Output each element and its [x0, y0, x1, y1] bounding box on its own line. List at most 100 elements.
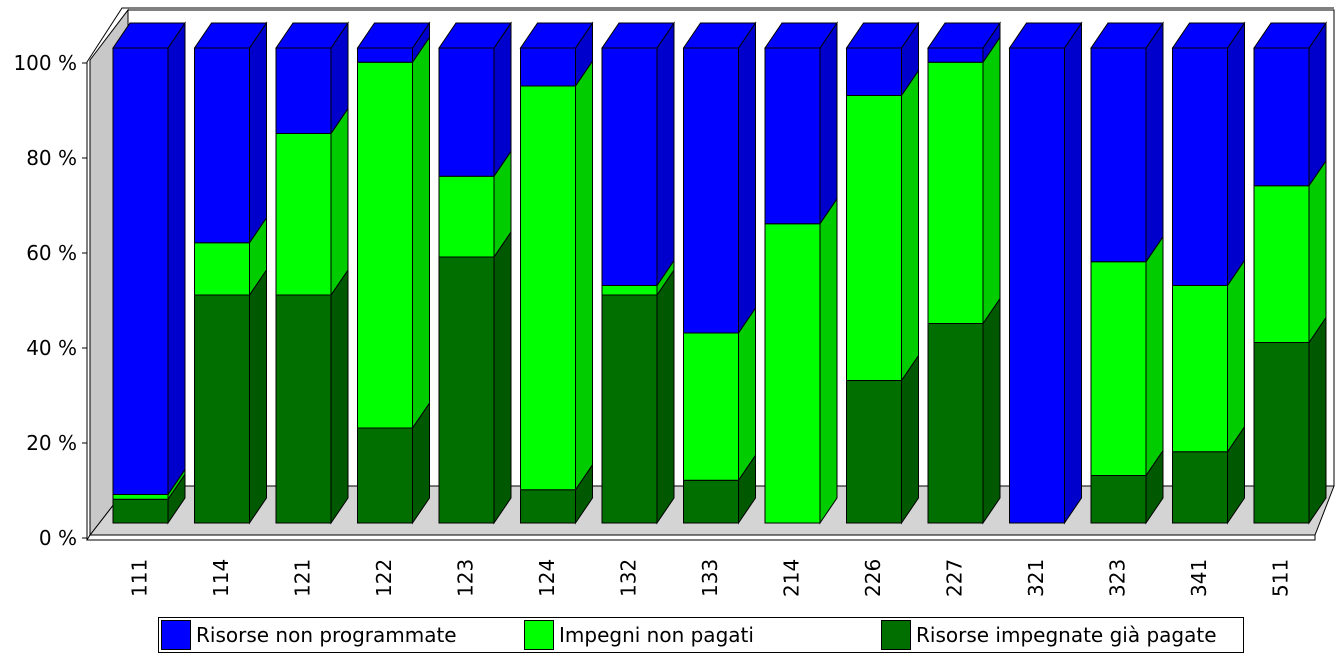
- bar-stack-511: [1253, 21, 1327, 525]
- legend-item-risorse-impegnate-gia-pagate: Risorse impegnate già pagate: [881, 620, 1217, 650]
- bar-segment-risorse-non-programmate: [683, 47, 739, 334]
- x-tick-label: 121: [291, 559, 315, 597]
- legend-label-impegni-non-pagati: Impegni non pagati: [559, 623, 754, 647]
- bar-segment-impegni-non-pagati: [438, 175, 495, 258]
- bar-top-risorse-non-programmate: [1253, 22, 1327, 49]
- bar-side-impegni-non-pagati: [330, 106, 349, 297]
- bar-side-risorse-non-programmate: [249, 21, 267, 245]
- x-tick-label: 122: [372, 559, 396, 597]
- bar-segment-risorse-non-programmate: [112, 47, 169, 495]
- bar-segment-impegni-non-pagati: [1172, 285, 1228, 453]
- bar-layer: [112, 21, 1327, 525]
- y-tick-label: 20 %: [26, 431, 77, 455]
- bar-segment-risorse-impegnate-gi-pagate: [927, 323, 984, 524]
- bar-stack-122: [356, 21, 431, 525]
- bar-segment-risorse-non-programmate: [438, 47, 495, 177]
- bar-stack-227: [927, 21, 1001, 525]
- bar-side-risorse-non-programmate: [1064, 21, 1082, 525]
- bar-top-risorse-non-programmate: [275, 22, 349, 49]
- bar-segment-risorse-non-programmate: [764, 47, 821, 225]
- y-axis-ticks: 0 % 20 % 40 % 60 % 80 % 100 %: [13, 51, 87, 550]
- bar-segment-risorse-impegnate-gi-pagate: [112, 498, 169, 524]
- bar-segment-risorse-impegnate-gi-pagate: [1253, 342, 1310, 524]
- bar-segment-impegni-non-pagati: [1090, 261, 1147, 476]
- legend-item-impegni-non-pagati: Impegni non pagati: [524, 620, 754, 650]
- bar-top-risorse-non-programmate: [1171, 22, 1246, 49]
- x-tick-label: 341: [1187, 559, 1211, 597]
- bar-stack-321: [1008, 21, 1083, 525]
- y-tick-label: 40 %: [26, 336, 77, 360]
- bar-side-risorse-non-programmate: [1227, 21, 1245, 288]
- bar-side-impegni-non-pagati: [575, 59, 593, 492]
- bar-side-risorse-impegnate-gi-pagate: [982, 296, 1001, 525]
- bar-segment-risorse-impegnate-gi-pagate: [520, 489, 576, 524]
- bar-segment-risorse-impegnate-gi-pagate: [438, 256, 495, 524]
- x-tick-label: 323: [1106, 559, 1130, 597]
- bar-segment-impegni-non-pagati: [683, 332, 739, 481]
- bar-side-impegni-non-pagati: [982, 35, 1001, 326]
- bar-stack-121: [275, 21, 349, 525]
- bar-segment-risorse-impegnate-gi-pagate: [275, 294, 332, 524]
- legend-swatch-impegni-non-pagati: [524, 620, 554, 650]
- bar-segment-impegni-non-pagati: [764, 223, 821, 524]
- x-tick-label: 511: [1269, 559, 1293, 597]
- bar-top-risorse-non-programmate: [519, 22, 594, 49]
- y-tick-label: 60 %: [26, 241, 77, 265]
- y-tick-label: 80 %: [26, 146, 77, 170]
- bar-side-impegni-non-pagati: [901, 68, 919, 383]
- bar-segment-risorse-non-programmate: [601, 47, 658, 286]
- bar-segment-impegni-non-pagati: [1253, 185, 1310, 343]
- bar-top-risorse-non-programmate: [356, 22, 431, 49]
- bar-top-risorse-non-programmate: [112, 22, 186, 49]
- chart-outer-frame: [86, 7, 1334, 540]
- bar-side-risorse-impegnate-gi-pagate: [656, 268, 675, 525]
- bar-top-risorse-non-programmate: [1090, 22, 1164, 49]
- bar-segment-risorse-impegnate-gi-pagate: [846, 380, 902, 524]
- bar-top-risorse-non-programmate: [927, 22, 1001, 49]
- stacked-percent-bar-chart: 0 % 20 % 40 % 60 % 80 % 100 % 111 114 121 122 123…: [13, 7, 1335, 597]
- bar-segment-impegni-non-pagati: [275, 133, 332, 296]
- y-tick-label: 0 %: [39, 526, 77, 550]
- bar-top-risorse-non-programmate: [764, 22, 838, 49]
- x-tick-label: 123: [454, 559, 478, 597]
- bar-segment-impegni-non-pagati: [520, 85, 576, 491]
- bar-segment-risorse-non-programmate: [1253, 47, 1310, 187]
- y-tick-label: 100 %: [13, 51, 77, 75]
- bar-stack-214: [764, 21, 838, 525]
- bar-segment-risorse-non-programmate: [1090, 47, 1147, 263]
- x-tick-label: 124: [535, 559, 559, 597]
- bar-segment-risorse-non-programmate: [846, 47, 902, 96]
- bar-segment-risorse-impegnate-gi-pagate: [194, 294, 250, 524]
- legend-swatch-risorse-non-programmate: [161, 620, 191, 650]
- x-tick-label: 132: [617, 559, 641, 597]
- bar-side-impegni-non-pagati: [1145, 235, 1164, 478]
- bar-stack-132: [601, 21, 675, 525]
- bar-top-risorse-non-programmate: [601, 22, 675, 49]
- x-tick-label: 111: [128, 559, 152, 597]
- bar-stack-133: [682, 21, 757, 525]
- bar-side-risorse-non-programmate: [167, 21, 186, 497]
- bar-stack-123: [438, 21, 512, 525]
- chart-legend: Risorse non programmate Impegni non paga…: [158, 617, 1244, 653]
- bar-side-risorse-non-programmate: [819, 21, 838, 226]
- x-tick-label: 227: [943, 559, 967, 597]
- bar-side-risorse-impegnate-gi-pagate: [493, 230, 512, 525]
- bar-segment-risorse-non-programmate: [275, 47, 332, 134]
- x-tick-label: 321: [1024, 559, 1048, 597]
- bar-segment-risorse-non-programmate: [357, 47, 413, 63]
- bar-side-impegni-non-pagati: [1308, 159, 1327, 345]
- bar-stack-323: [1090, 21, 1164, 525]
- bar-side-risorse-impegnate-gi-pagate: [901, 353, 919, 525]
- bar-segment-impegni-non-pagati: [357, 61, 413, 429]
- bar-side-risorse-non-programmate: [738, 21, 756, 335]
- bar-side-risorse-non-programmate: [493, 21, 512, 178]
- legend-swatch-risorse-impegnate-gia-pagate: [881, 620, 911, 650]
- chart-floor-edge: [86, 534, 1316, 541]
- bar-top-risorse-non-programmate: [1008, 22, 1083, 49]
- bar-side-impegni-non-pagati: [819, 197, 838, 525]
- bar-segment-risorse-impegnate-gi-pagate: [683, 479, 739, 524]
- legend-item-risorse-non-programmate: Risorse non programmate: [161, 620, 457, 650]
- bar-side-risorse-non-programmate: [656, 21, 675, 288]
- bar-stack-226: [845, 21, 920, 525]
- bar-top-risorse-non-programmate: [438, 22, 512, 49]
